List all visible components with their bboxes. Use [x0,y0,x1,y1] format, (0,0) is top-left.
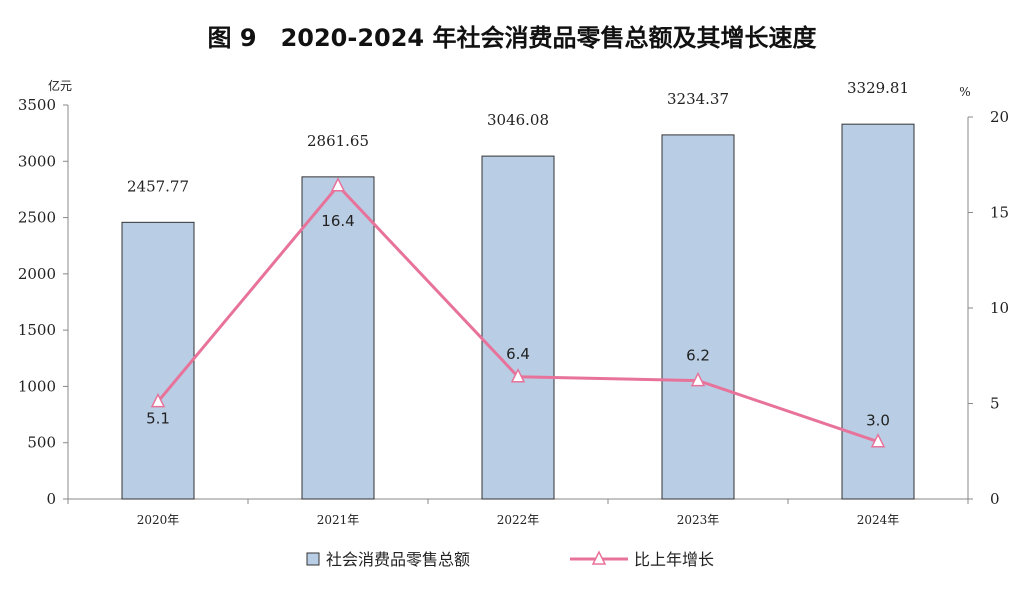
legend-line-label: 比上年增长 [634,550,714,569]
legend-line-marker [591,550,607,565]
right-tick-label: 15 [990,204,1009,222]
bar-value-label: 2457.77 [127,177,189,195]
legend-bar-label: 社会消费品零售总额 [326,550,470,569]
bar [661,134,735,500]
left-tick-label: 3000 [18,152,56,170]
left-tick-label: 0 [46,490,56,508]
growth-marker [150,392,166,408]
growth-value-label: 3.0 [866,412,890,430]
left-tick-label: 3500 [18,96,56,114]
bar [121,221,195,500]
growth-marker [690,371,706,387]
legend-bar-swatch [306,552,320,566]
growth-marker [870,433,886,448]
left-tick-label: 500 [27,434,56,452]
x-tick-label: 2022年 [497,513,540,527]
growth-value-label: 6.2 [686,347,710,365]
x-tick-label: 2023年 [677,513,720,527]
growth-value-label: 5.1 [146,410,170,428]
right-tick-label: 0 [990,490,1000,508]
left-tick-label: 2000 [18,265,56,283]
growth-value-label: 16.4 [321,212,354,230]
x-tick-label: 2020年 [137,513,180,527]
left-tick-label: 1500 [18,321,56,339]
x-tick-label: 2021年 [317,513,360,527]
bar [301,176,375,500]
growth-marker [330,177,346,192]
right-tick-label: 20 [990,108,1009,126]
left-tick-label: 1000 [18,377,56,395]
left-tick-label: 2500 [18,209,56,227]
bar-value-label: 3046.08 [487,111,549,129]
bar-value-label: 3234.37 [667,90,729,108]
right-tick-label: 10 [990,299,1009,317]
right-axis-unit: % [959,85,970,99]
bar-value-label: 3329.81 [847,79,909,97]
left-axis-unit: 亿元 [48,78,72,93]
bar [481,155,555,500]
bar-value-label: 2861.65 [307,132,369,150]
growth-value-label: 6.4 [506,345,530,363]
chart-title: 图 9 2020-2024 年社会消费品零售总额及其增长速度 [207,24,817,52]
right-tick-label: 5 [990,395,1000,413]
x-tick-label: 2024年 [857,513,900,527]
growth-marker [510,368,526,383]
